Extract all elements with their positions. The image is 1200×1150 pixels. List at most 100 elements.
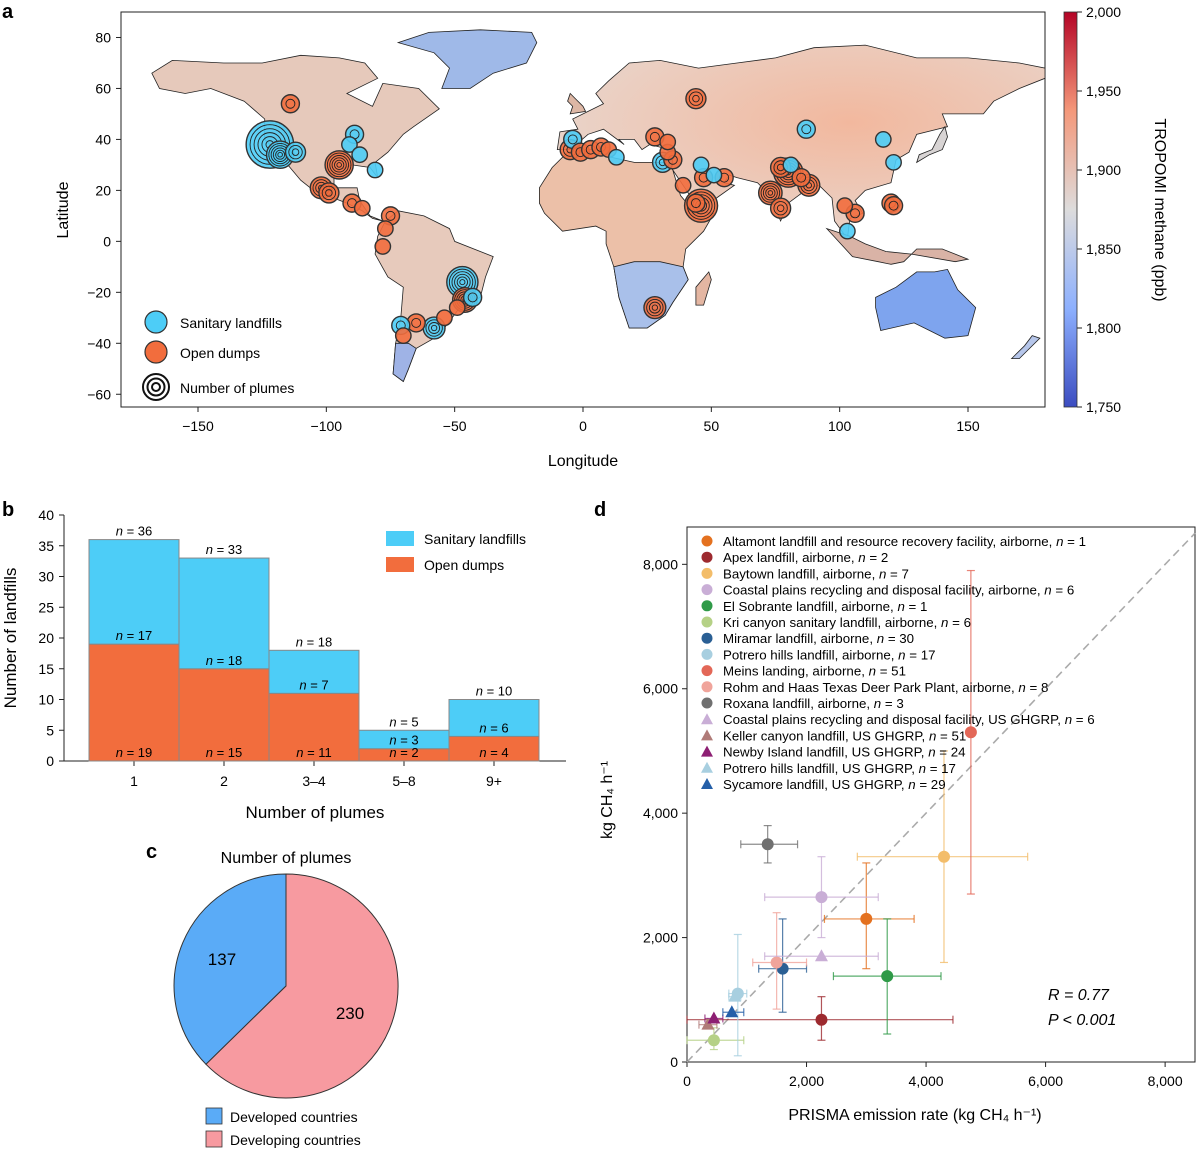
site-markers bbox=[245, 87, 904, 345]
scatter-point-circle bbox=[881, 970, 894, 983]
scatter-point-triangle bbox=[814, 949, 828, 962]
scatter-legend-label: El Sobrante landfill, airborne, n = 1 bbox=[723, 599, 927, 614]
site-marker-sanitary bbox=[885, 153, 902, 171]
site-marker-sanitary bbox=[838, 222, 856, 240]
map-axes: −150 −100 −50 0 50 100 150 −60 −40 −20 0 20 40 60 80 bbox=[87, 29, 980, 434]
map-y-tick-label: −40 bbox=[87, 335, 111, 351]
colorbar-tick-label: 1,950 bbox=[1086, 83, 1121, 99]
site-marker-open bbox=[659, 133, 677, 151]
site-marker-open bbox=[435, 309, 453, 327]
colorbar-tick-label: 1,850 bbox=[1086, 241, 1121, 257]
site-plume-ring bbox=[336, 162, 342, 168]
site-marker-sanitary bbox=[341, 136, 358, 153]
site-plume-ring bbox=[888, 200, 899, 211]
legend-marker-sanitary bbox=[144, 310, 168, 334]
scatter-point-circle bbox=[860, 912, 873, 925]
map-y-tick-label: 80 bbox=[95, 29, 111, 45]
scatter-y-tick-label: 8,000 bbox=[643, 556, 678, 572]
scatter-legend-marker bbox=[701, 551, 713, 563]
colorbar-tick-label: 1,900 bbox=[1086, 162, 1121, 178]
scatter-x-tick-label: 4,000 bbox=[909, 1073, 944, 1089]
scatter-legend-label: Meins landing, airborne, n = 51 bbox=[723, 664, 906, 679]
scatter-points bbox=[686, 569, 1029, 1057]
bar-legend-label-sanitary: Sanitary landfills bbox=[424, 531, 526, 547]
map-x-tick-label: 100 bbox=[828, 418, 852, 434]
site-plume-ring bbox=[411, 317, 422, 328]
pie-slice-value: 230 bbox=[336, 1004, 364, 1023]
bar-count-label: n = 3 bbox=[389, 733, 418, 748]
one-to-one-line bbox=[686, 532, 1196, 1063]
scatter-legend-marker bbox=[701, 648, 713, 660]
scatter-legend-label: Roxana landfill, airborne, n = 3 bbox=[723, 696, 904, 711]
pie-slice-value: 137 bbox=[208, 950, 236, 969]
legend-label-open: Open dumps bbox=[180, 345, 260, 361]
site-marker-open bbox=[324, 150, 354, 180]
site-marker-open bbox=[448, 299, 466, 317]
site-plume-ring bbox=[331, 157, 347, 173]
site-marker-sanitary bbox=[796, 119, 816, 139]
site-plume-ring bbox=[321, 185, 337, 201]
scatter-legend-marker bbox=[701, 745, 713, 757]
site-marker-sanitary bbox=[462, 287, 483, 308]
scatter-y-axis-label: kg CH₄ h⁻¹ bbox=[599, 761, 616, 839]
scatter-legend-label: Newby Island landfill, US GHGRP, n = 24 bbox=[723, 745, 966, 760]
bar-open-dumps bbox=[268, 692, 360, 762]
scatter-legend-marker bbox=[701, 567, 713, 579]
site-marker-open bbox=[374, 238, 392, 255]
pie-title: Number of plumes bbox=[221, 850, 352, 867]
pie-legend-label-developing: Developing countries bbox=[230, 1132, 361, 1148]
scatter-legend-label: Miramar landfill, airborne, n = 30 bbox=[723, 631, 914, 646]
site-plume-ring bbox=[776, 204, 785, 212]
bar-y-tick-label: 15 bbox=[38, 661, 54, 677]
pie-legend-swatch-developing bbox=[205, 1130, 223, 1148]
bar-count-label: n = 18 bbox=[296, 634, 333, 649]
bar-count-label: n = 17 bbox=[116, 628, 153, 643]
site-marker-open bbox=[376, 220, 394, 238]
bar-y-tick-label: 25 bbox=[38, 599, 54, 615]
map-x-tick-label: 150 bbox=[956, 418, 980, 434]
colorbar-tick-label: 1,750 bbox=[1086, 399, 1121, 415]
site-plume-ring bbox=[688, 91, 704, 106]
scatter-panel: 0 2,000 4,000 6,000 8,000 0 2,000 4,000 6,000 8,0… bbox=[599, 526, 1196, 1124]
site-marker-open bbox=[674, 176, 692, 194]
scatter-legend-marker bbox=[701, 584, 713, 596]
bar-count-label: n = 7 bbox=[299, 677, 328, 692]
site-plume-ring bbox=[430, 324, 438, 332]
site-plume-ring bbox=[334, 159, 345, 171]
site-plume-ring bbox=[326, 152, 352, 178]
greenland-land bbox=[396, 29, 538, 89]
bar-y-tick-label: 20 bbox=[38, 630, 54, 646]
scatter-x-axis-label: PRISMA emission rate (kg CH₄ h⁻¹) bbox=[788, 1107, 1041, 1124]
new-zealand-land bbox=[1010, 335, 1041, 359]
scatter-point-circle bbox=[770, 956, 783, 969]
scatter-legend-label: Sycamore landfill, US GHGRP, n = 29 bbox=[723, 777, 946, 792]
identity-line bbox=[686, 532, 1196, 1063]
map-y-tick-label: 20 bbox=[95, 182, 111, 198]
pie-legend: Developed countries Developing countries bbox=[205, 1107, 361, 1148]
site-plume-ring bbox=[329, 155, 350, 175]
bar-count-label: n = 18 bbox=[206, 653, 243, 668]
legend-marker-plumes-ring3 bbox=[151, 382, 161, 392]
site-marker-sanitary bbox=[782, 156, 800, 174]
colorbar-tick-label: 2,000 bbox=[1086, 4, 1121, 20]
bar-sanitary bbox=[448, 699, 540, 737]
site-marker-sanitary bbox=[366, 161, 384, 179]
map-x-axis-label: Longitude bbox=[548, 453, 618, 470]
panel-label-d: d bbox=[594, 499, 606, 521]
site-marker-open bbox=[394, 327, 412, 345]
site-plume-ring bbox=[773, 201, 788, 216]
site-marker-open bbox=[353, 199, 371, 217]
scatter-legend-label: Keller canyon landfill, US GHGRP, n = 51 bbox=[723, 728, 966, 743]
panel-label-a: a bbox=[2, 1, 14, 23]
scatter-plot-area bbox=[686, 526, 1196, 1063]
bar-y-tick-label: 10 bbox=[38, 692, 54, 708]
site-plume-ring bbox=[765, 187, 776, 199]
bar-count-label: n = 15 bbox=[206, 745, 243, 760]
bar-open-dumps bbox=[88, 643, 180, 762]
legend-label-plumes: Number of plumes bbox=[180, 380, 294, 396]
site-plume-ring bbox=[425, 319, 443, 337]
pie-slice-developing bbox=[205, 873, 399, 1099]
map-legend: Sanitary landfills Open dumps Number of … bbox=[142, 310, 294, 401]
scatter-y-tick-label: 6,000 bbox=[643, 681, 678, 697]
